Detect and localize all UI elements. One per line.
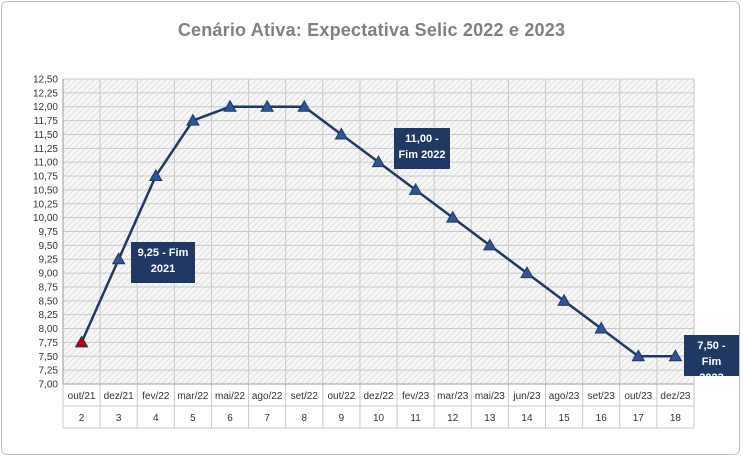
x-sub-label: 2 xyxy=(79,413,85,424)
y-tick-label: 9,25 xyxy=(39,255,59,266)
x-sub-label: 9 xyxy=(339,413,345,424)
x-tick-label: out/21 xyxy=(68,391,96,402)
callout-fim-2021-line1: 9,25 - Fim xyxy=(137,247,189,259)
y-tick-label: 7,00 xyxy=(39,380,59,391)
data-point-marker xyxy=(631,349,646,362)
data-point-marker xyxy=(297,99,312,112)
y-tick-label: 8,75 xyxy=(39,282,59,293)
callout-fim-2023-line1: 7,50 - xyxy=(697,340,726,352)
y-tick-label: 10,25 xyxy=(33,199,58,210)
chart-title: Cenário Ativa: Expectativa Selic 2022 e … xyxy=(177,20,566,40)
data-point-marker xyxy=(148,169,163,182)
x-tick-label: mai/22 xyxy=(215,391,245,402)
y-tick-label: 11,00 xyxy=(34,158,59,169)
x-sub-label: 15 xyxy=(559,413,571,424)
callout-fim-2022-line1: 11,00 - xyxy=(405,133,439,145)
data-point-marker xyxy=(74,335,89,348)
data-point-marker xyxy=(371,155,386,168)
y-tick-label: 10,75 xyxy=(33,172,58,183)
y-tick-label: 7,75 xyxy=(39,338,59,349)
x-tick-label: mai/23 xyxy=(475,391,505,402)
x-tick-label: ago/23 xyxy=(549,391,580,402)
x-sub-label: 11 xyxy=(410,413,421,424)
data-point-marker xyxy=(668,349,683,362)
x-tick-label: set/23 xyxy=(588,391,616,402)
x-sub-label: 7 xyxy=(264,413,270,424)
data-point-marker xyxy=(594,321,609,334)
callout-fim-2021: 9,25 - Fim 2021 xyxy=(131,242,195,283)
y-tick-label: 12,50 xyxy=(33,75,58,86)
y-tick-label: 11,50 xyxy=(34,130,59,141)
y-tick-label: 12,25 xyxy=(33,88,58,99)
y-tick-label: 9,00 xyxy=(39,269,59,280)
y-tick-label: 8,00 xyxy=(39,324,59,335)
data-point-marker xyxy=(520,266,534,279)
data-point-marker xyxy=(260,99,275,112)
x-sub-label: 3 xyxy=(116,413,122,424)
x-sub-label: 13 xyxy=(484,413,496,424)
x-sub-label: 8 xyxy=(301,413,307,424)
y-tick-label: 7,25 xyxy=(39,366,59,377)
x-tick-label: dez/21 xyxy=(104,391,134,402)
y-tick-label: 12,00 xyxy=(33,102,58,113)
y-tick-label: 9,50 xyxy=(39,241,59,252)
y-tick-label: 8,50 xyxy=(39,296,59,307)
x-sub-label: 5 xyxy=(190,413,196,424)
data-point-marker xyxy=(557,293,571,306)
data-point-marker xyxy=(111,252,126,265)
y-tick-label: 11,25 xyxy=(34,144,59,155)
x-sub-label: 12 xyxy=(447,413,459,424)
x-sub-label: 4 xyxy=(153,413,159,424)
data-point-marker xyxy=(186,113,200,126)
x-tick-label: dez/23 xyxy=(660,391,690,402)
x-sub-label: 14 xyxy=(521,413,533,424)
callout-fim-2023-line2: Fim 2023 xyxy=(699,356,724,384)
x-tick-label: out/23 xyxy=(624,391,652,402)
x-sub-label: 18 xyxy=(670,413,682,424)
y-tick-label: 8,25 xyxy=(39,310,59,321)
data-point-marker xyxy=(334,127,349,140)
x-tick-label: out/22 xyxy=(327,391,355,402)
callout-fim-2023: 7,50 - Fim 2023 xyxy=(684,335,739,384)
x-tick-label: ago/22 xyxy=(252,391,283,402)
x-sub-label: 10 xyxy=(373,413,385,424)
y-tick-label: 9,75 xyxy=(39,227,59,238)
y-tick-label: 11,75 xyxy=(34,116,59,127)
x-tick-label: fev/23 xyxy=(402,391,430,402)
x-sub-label: 17 xyxy=(633,413,645,424)
x-tick-label: fev/22 xyxy=(142,391,170,402)
x-sub-label: 6 xyxy=(227,413,233,424)
data-point-marker xyxy=(223,99,237,112)
data-point-marker xyxy=(445,210,460,223)
data-point-marker xyxy=(408,182,423,195)
callout-fim-2022-line2: Fim 2022 xyxy=(398,149,446,161)
x-tick-label: mar/23 xyxy=(437,391,469,402)
y-tick-label: 10,00 xyxy=(33,213,58,224)
y-tick-label: 7,50 xyxy=(39,352,59,363)
x-tick-label: mar/22 xyxy=(177,391,209,402)
data-point-marker xyxy=(482,238,497,251)
x-tick-label: jun/23 xyxy=(512,391,541,402)
y-tick-label: 10,50 xyxy=(33,185,58,196)
x-tick-label: dez/22 xyxy=(363,391,393,402)
callout-fim-2021-line2: 2021 xyxy=(150,263,176,275)
x-tick-label: set/22 xyxy=(291,391,319,402)
x-sub-label: 16 xyxy=(596,413,608,424)
callout-fim-2022: 11,00 - Fim 2022 xyxy=(394,128,450,169)
